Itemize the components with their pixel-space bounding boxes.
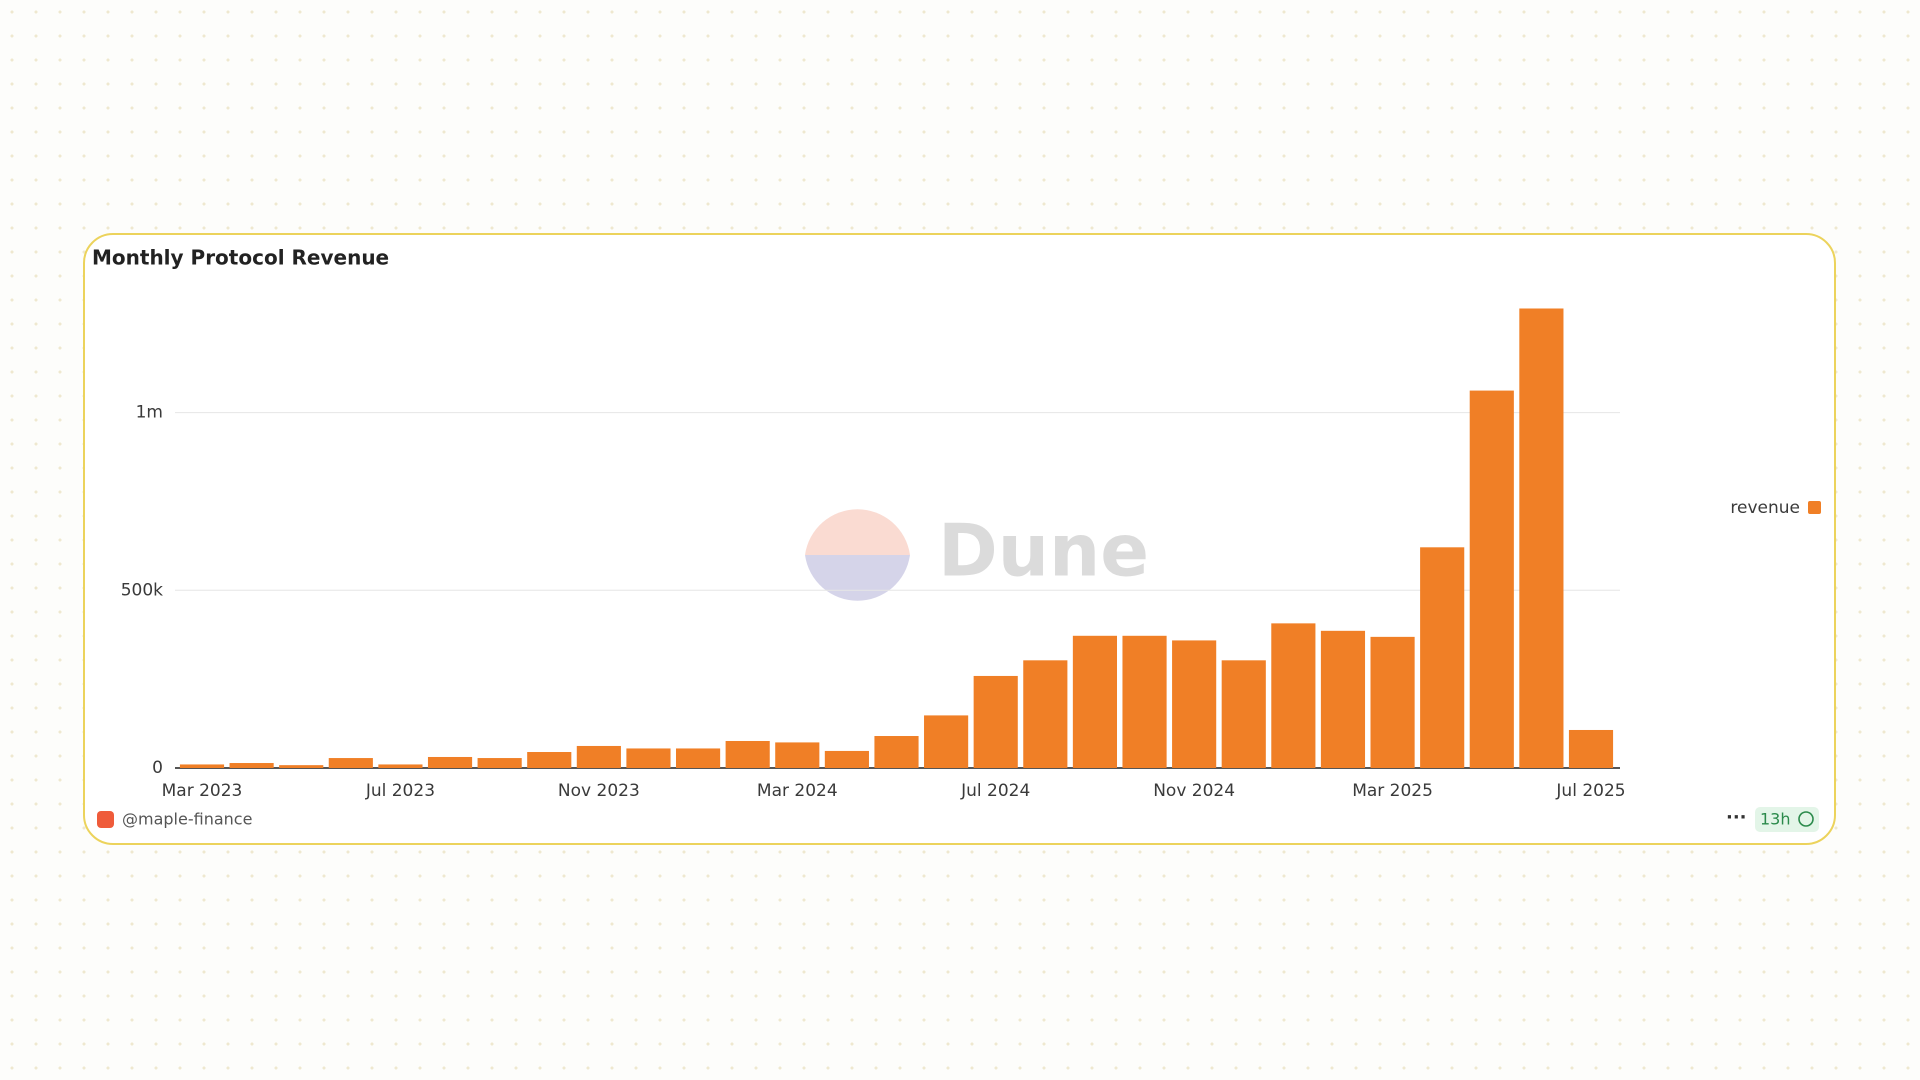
freshness-icon — [1798, 811, 1814, 827]
x-tick-label: Mar 2025 — [1352, 781, 1433, 801]
y-tick-label: 1m — [136, 403, 163, 423]
bar — [1023, 660, 1068, 768]
bar — [279, 765, 324, 768]
x-tick-label: Mar 2023 — [162, 781, 243, 801]
bar — [576, 745, 621, 768]
bar — [1469, 390, 1514, 768]
x-tick-label: Nov 2023 — [558, 781, 640, 801]
x-tick-label: Jul 2025 — [1555, 781, 1625, 801]
bar — [229, 763, 274, 768]
chart-title: Monthly Protocol Revenue — [92, 246, 389, 270]
bar — [775, 742, 820, 768]
legend-label: revenue — [1730, 498, 1800, 518]
bar — [874, 736, 919, 768]
bar — [477, 758, 522, 768]
x-tick-label: Mar 2024 — [757, 781, 838, 801]
bar — [1420, 547, 1465, 768]
bar — [1122, 635, 1167, 768]
bar — [179, 764, 225, 768]
bar — [1072, 635, 1118, 768]
y-tick-label: 500k — [121, 580, 163, 600]
bar — [973, 675, 1018, 768]
x-tick-label: Nov 2024 — [1153, 781, 1235, 801]
bar — [924, 715, 969, 768]
x-tick-label: Jul 2023 — [365, 781, 435, 801]
bar — [626, 748, 671, 768]
bar — [824, 750, 869, 768]
legend-swatch — [1808, 501, 1821, 514]
bar — [527, 752, 572, 768]
logo-top — [805, 509, 910, 555]
bar — [1221, 660, 1266, 768]
y-tick-label: 0 — [152, 758, 163, 778]
logo-bottom — [805, 555, 910, 601]
bar — [328, 758, 373, 768]
bar — [1519, 308, 1564, 768]
bar — [1320, 630, 1366, 768]
author[interactable]: @maple-finance — [122, 810, 252, 829]
watermark-text: Dune — [938, 509, 1149, 593]
bar — [378, 764, 423, 768]
bar — [427, 756, 473, 768]
freshness: 13h — [1760, 810, 1791, 829]
bar — [1172, 640, 1217, 768]
bar — [675, 748, 721, 768]
x-tick-label: Jul 2024 — [960, 781, 1030, 801]
menu-button[interactable]: ··· — [1726, 807, 1747, 828]
bar — [1271, 623, 1316, 768]
watermark: Dune — [805, 509, 1149, 601]
bar — [725, 740, 770, 768]
author-avatar — [97, 811, 114, 828]
bar — [1370, 636, 1415, 768]
bar — [1568, 729, 1614, 768]
